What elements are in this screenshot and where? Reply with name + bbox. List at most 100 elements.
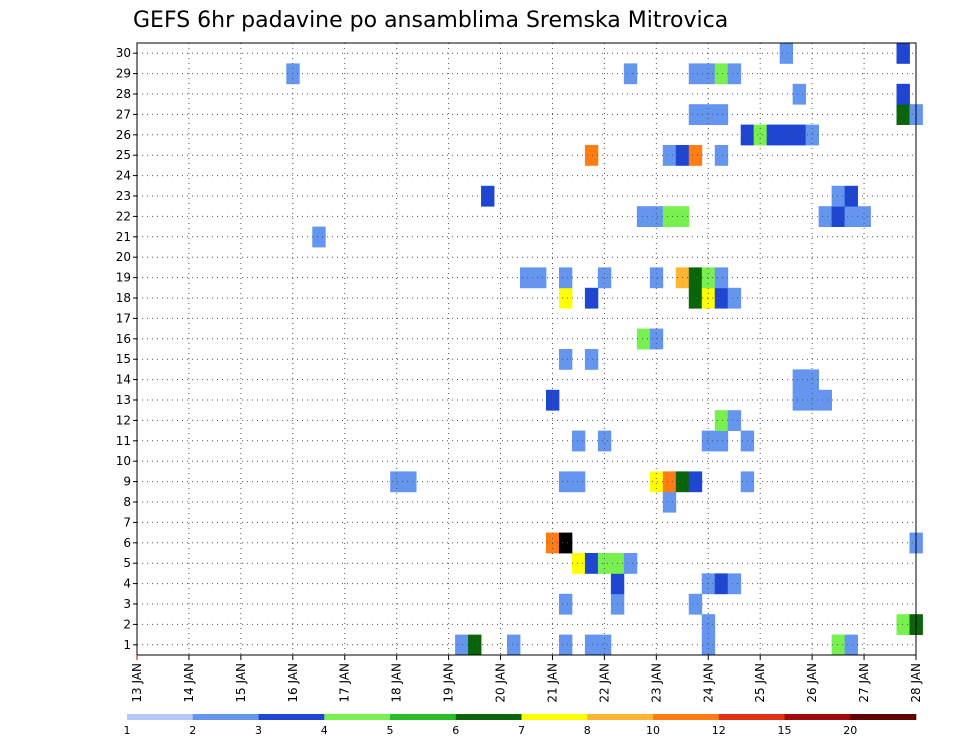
legend-swatch [455,714,522,720]
y-tick-label: 30 [116,46,131,60]
legend-label: 3 [255,724,262,737]
heatmap-cell [597,634,612,656]
heatmap-cell [662,145,677,166]
heatmap-cell [584,145,599,166]
heatmap-cell [662,471,677,493]
heatmap-cell [844,634,858,656]
heatmap-cell [532,267,547,289]
y-tick-label: 28 [116,87,131,101]
heatmap-cell [597,430,612,452]
heatmap-cell [584,287,599,309]
x-tick-label: 23 JAN [649,663,663,703]
heatmap-cell [584,349,599,370]
x-tick-label: 14 JAN [182,663,196,703]
heatmap-cell [584,553,599,574]
heatmap-cell [649,206,664,227]
heatmap-cell [844,206,858,227]
heatmap-cell [714,267,729,289]
y-tick-label: 29 [116,67,131,81]
legend-label: 10 [646,724,660,737]
heatmap-cell [701,104,716,125]
x-tick-label: 19 JAN [442,663,456,703]
heatmap-cell [688,267,703,289]
heatmap-cell [727,287,742,309]
heatmap-cell [844,185,858,207]
x-tick-label: 26 JAN [805,663,819,703]
heatmap-cell [571,430,586,452]
heatmap-cell [857,206,871,227]
heatmap-cell [558,267,573,289]
legend-swatch [587,714,654,720]
heatmap-cell [520,267,534,289]
legend-label: 12 [712,724,726,737]
heatmap-cell [727,63,742,85]
x-tick-label: 20 JAN [494,663,508,703]
heatmap-cell [558,532,573,554]
y-tick-label: 20 [116,250,131,264]
y-tick-label: 12 [116,413,131,427]
heatmap-cell [623,63,638,85]
heatmap-cell [779,124,794,146]
y-tick-label: 3 [123,597,131,611]
heatmap-cell [896,614,910,635]
legend-label: 7 [518,724,525,737]
heatmap-cell [792,389,807,411]
heatmap-cell [792,369,807,391]
heatmap-cell [558,349,573,370]
legend-swatch [127,714,194,720]
heatmap-cell [507,634,521,656]
x-tick-label: 21 JAN [545,663,559,703]
y-tick-label: 2 [123,617,131,631]
color-legend: 1 2 3 4 5 6 7 8 10 12 15 20 [124,714,917,737]
chart-title: GEFS 6hr padavine po ansamblima Sremska … [133,8,728,33]
heatmap-cell [558,593,573,615]
y-tick-label: 18 [116,291,131,305]
legend-swatch [390,714,457,720]
y-tick-label: 21 [116,230,131,244]
heatmap-cell [597,267,612,289]
heatmap-cell [571,471,586,493]
heatmap-cell [688,104,703,125]
heatmap-cell [701,634,716,656]
grid-lines [137,43,916,655]
heatmap-cell [714,430,729,452]
heatmap-cell [727,573,742,595]
legend-label: 20 [843,724,857,737]
y-tick-label: 25 [116,148,131,162]
heatmap-cell [688,287,703,309]
heatmap-cell [688,145,703,166]
legend-swatch [784,714,851,720]
legend-label: 15 [778,724,792,737]
heatmap-cell [714,104,729,125]
legend-label: 8 [584,724,591,737]
x-tick-label: 13 JAN [130,663,144,703]
heatmap-cell [766,124,781,146]
y-tick-label: 16 [116,332,131,346]
heatmap-cell [688,471,703,493]
heatmap-cell [896,83,910,105]
legend-label: 4 [321,724,328,737]
heatmap-cell [753,124,768,146]
y-tick-label: 17 [116,311,131,325]
legend-swatch [192,714,259,720]
y-axis: 1234567891011121314151617181920212223242… [116,46,137,652]
heatmap-cell [403,471,417,493]
heatmap-cell [312,226,326,248]
heatmap-cell [714,145,729,166]
heatmap-cell [636,206,651,227]
x-tick-label: 24 JAN [701,663,715,703]
heatmap-cell [584,634,599,656]
heatmap-cell [649,471,664,493]
heatmap-cell [623,553,638,574]
heatmap-cell [792,83,807,105]
legend-label: 1 [124,724,131,737]
heatmap-cell [701,614,716,635]
heatmap-cell [558,634,573,656]
y-tick-label: 9 [123,475,131,489]
y-tick-label: 23 [116,189,131,203]
heatmap-cell [390,471,404,493]
heatmap-cell [831,634,845,656]
heatmap-cell [818,389,833,411]
heatmap-cell [649,267,664,289]
